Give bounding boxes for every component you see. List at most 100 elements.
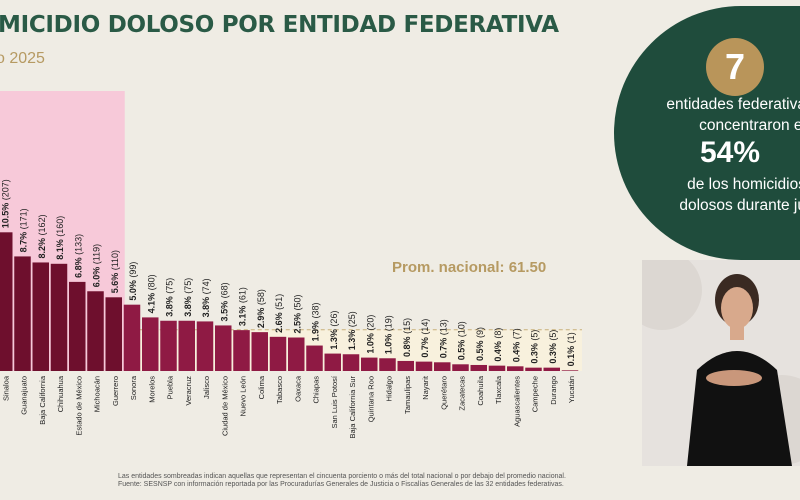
- value-label-22: 0.8% (15): [402, 318, 412, 357]
- bar-23: [415, 361, 433, 371]
- value-label-5: 6.0% (119): [92, 244, 102, 287]
- value-label-29: 0.3% (5): [530, 330, 540, 364]
- bar-2: [32, 262, 49, 371]
- value-label-6: 5.6% (110): [110, 250, 120, 293]
- value-label-30: 0.3% (5): [548, 330, 558, 364]
- value-label-0: 10.5% (207): [0, 179, 10, 228]
- category-label-23: Nayarit: [421, 375, 430, 400]
- bar-9: [160, 320, 177, 371]
- value-label-23: 0.7% (14): [420, 319, 430, 358]
- bar-15: [269, 336, 287, 371]
- bar-24: [434, 362, 451, 371]
- value-label-18: 1.3% (26): [329, 311, 339, 350]
- bar-26: [470, 364, 487, 371]
- category-label-22: Tamaulipas: [403, 376, 412, 414]
- category-label-25: Zacatecas: [458, 376, 467, 411]
- value-label-1: 8.7% (171): [19, 208, 29, 252]
- category-label-7: Sonora: [129, 375, 138, 400]
- bar-6: [105, 297, 122, 371]
- category-label-26: Coahuila: [476, 375, 485, 405]
- value-label-14: 2.9% (58): [256, 289, 266, 328]
- bar-16: [288, 337, 305, 371]
- category-label-1: Guanajuato: [20, 376, 29, 415]
- value-label-3: 8.1% (160): [55, 216, 65, 260]
- bar-18: [324, 353, 341, 371]
- bar-29: [525, 367, 542, 371]
- bar-30: [543, 367, 560, 371]
- category-label-3: Chihuahua: [56, 375, 65, 412]
- bar-19: [342, 354, 360, 371]
- category-label-9: Puebla: [166, 375, 175, 399]
- bar-5: [87, 291, 104, 371]
- value-label-12: 3.5% (68): [219, 282, 229, 321]
- value-label-19: 1.3% (25): [347, 311, 357, 350]
- value-label-26: 0.5% (9): [475, 327, 485, 361]
- category-label-20: Quintana Roo: [366, 376, 375, 422]
- value-label-24: 0.7% (13): [438, 319, 448, 358]
- summary-line-4: dolosos durante ju: [679, 197, 800, 214]
- value-label-11: 3.8% (74): [201, 278, 211, 317]
- value-label-7: 5.0% (99): [128, 262, 138, 301]
- bar-28: [507, 366, 524, 371]
- summary-line-3: de los homicidios: [687, 176, 800, 193]
- category-label-15: Tabasco: [275, 376, 284, 404]
- bar-0: [0, 232, 13, 371]
- category-label-12: Ciudad de México: [220, 376, 229, 436]
- category-label-10: Veracruz: [184, 376, 193, 406]
- summary-count-badge: 7: [706, 38, 764, 96]
- value-label-13: 3.1% (61): [238, 287, 248, 326]
- value-label-28: 0.4% (7): [511, 328, 521, 362]
- value-label-20: 1.0% (20): [365, 315, 375, 354]
- category-label-6: Guerrero: [111, 376, 120, 406]
- bar-31: [561, 370, 579, 371]
- category-label-21: Hidalgo: [385, 376, 394, 401]
- category-label-16: Oaxaca: [293, 375, 302, 402]
- value-label-8: 4.1% (80): [146, 274, 156, 313]
- chart-subtitle: o 2025: [0, 50, 45, 67]
- bar-13: [233, 330, 250, 371]
- bar-3: [50, 263, 68, 371]
- value-label-16: 2.5% (50): [292, 294, 302, 333]
- bar-1: [14, 256, 31, 371]
- value-label-21: 1.0% (19): [384, 315, 394, 354]
- bar-11: [196, 321, 214, 371]
- bar-4: [69, 281, 86, 371]
- value-label-4: 6.8% (133): [73, 234, 83, 278]
- bar-27: [488, 365, 506, 371]
- summary-line-2: concentraron el: [699, 117, 800, 134]
- value-label-2: 8.2% (162): [37, 214, 47, 258]
- category-label-11: Jalisco: [202, 376, 211, 399]
- category-label-8: Morelos: [147, 376, 156, 403]
- bar-20: [361, 357, 378, 371]
- category-label-30: Durango: [549, 376, 558, 405]
- bar-8: [142, 317, 159, 371]
- category-label-28: Aguascalientes: [512, 376, 521, 427]
- summary-percent: 54%: [700, 136, 761, 169]
- category-label-18: San Luis Potosí: [330, 375, 339, 428]
- value-label-15: 2.6% (51): [274, 294, 284, 333]
- bar-12: [215, 325, 232, 371]
- category-label-5: Michoacán: [93, 376, 102, 412]
- footnote-shading: Las entidades sombreadas indican aquella…: [118, 473, 566, 480]
- value-label-27: 0.4% (8): [493, 328, 503, 362]
- bar-25: [452, 364, 469, 371]
- category-label-27: Tlaxcala: [494, 375, 503, 404]
- category-label-13: Nuevo León: [239, 376, 248, 416]
- category-label-2: Baja California: [38, 375, 47, 425]
- category-label-31: Yucatán: [567, 376, 576, 403]
- value-label-25: 0.5% (10): [457, 321, 467, 360]
- bar-10: [178, 320, 195, 371]
- category-label-17: Chiapas: [312, 376, 321, 404]
- value-label-10: 3.8% (75): [183, 278, 193, 317]
- value-label-9: 3.8% (75): [165, 278, 175, 317]
- chart-title: MICIDIO DOLOSO POR ENTIDAD FEDERATIVA: [0, 12, 559, 38]
- value-label-17: 1.9% (38): [311, 303, 321, 342]
- category-label-19: Baja California Sur: [348, 375, 357, 438]
- category-label-0: Sinaloa: [1, 375, 10, 401]
- sign-language-interpreter-video: [642, 260, 800, 466]
- footnote-source: Fuente: SESNSP con información reportada…: [118, 481, 564, 488]
- bar-17: [306, 345, 323, 371]
- bar-14: [251, 332, 268, 371]
- bar-7: [123, 304, 141, 371]
